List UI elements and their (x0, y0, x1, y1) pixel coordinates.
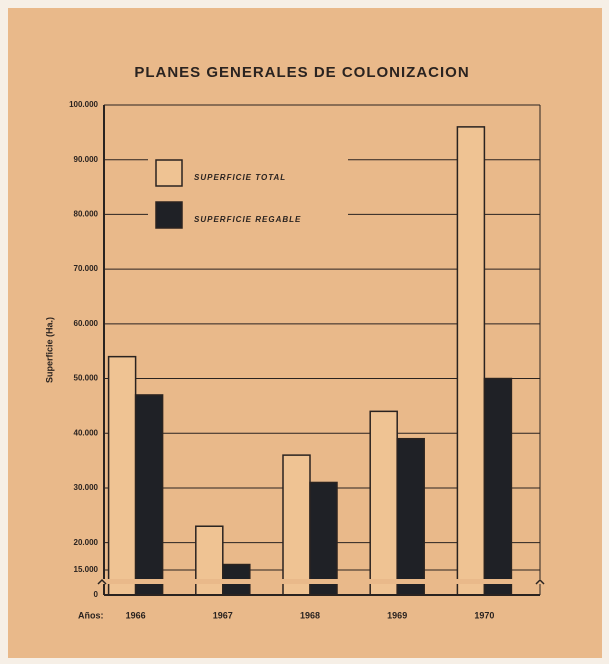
bar (282, 454, 311, 596)
bar (396, 437, 425, 596)
axis-break-mark (535, 578, 545, 585)
axis-break-mark (97, 578, 107, 585)
y-tick-label: 20.000 (74, 538, 99, 547)
x-tick-label: 1966 (126, 610, 146, 620)
bar (483, 377, 513, 596)
y-tick-label: 40.000 (74, 428, 99, 437)
axis-break (101, 579, 543, 584)
legend-swatch (155, 159, 183, 187)
y-tick-label: 15.000 (74, 565, 99, 574)
y-tick-label: 0 (94, 590, 99, 599)
y-tick-label: 50.000 (74, 374, 99, 383)
x-tick-label: 1970 (474, 610, 494, 620)
x-tick-label: 1968 (300, 610, 320, 620)
y-axis-label: Superficie (Ha.) (44, 317, 54, 383)
bar (456, 126, 486, 596)
y-tick-label: 80.000 (74, 210, 99, 219)
y-tick-label: 100.000 (69, 100, 98, 109)
x-tick-label: 1969 (387, 610, 407, 620)
y-tick-label: 90.000 (74, 155, 99, 164)
bar (309, 481, 338, 596)
bar (134, 394, 164, 596)
legend-swatch (155, 201, 183, 229)
x-prefix: Años: (78, 610, 104, 620)
bar (195, 525, 224, 596)
legend-label: SUPERFICIE REGABLE (194, 215, 301, 224)
y-tick-label: 70.000 (74, 264, 99, 273)
bar (369, 410, 398, 596)
y-tick-label: 60.000 (74, 319, 99, 328)
chart-title: PLANES GENERALES DE COLONIZACION (134, 64, 469, 81)
legend-label: SUPERFICIE TOTAL (194, 173, 286, 182)
y-tick-label: 30.000 (74, 483, 99, 492)
bar (107, 355, 137, 596)
x-tick-label: 1967 (213, 610, 233, 620)
